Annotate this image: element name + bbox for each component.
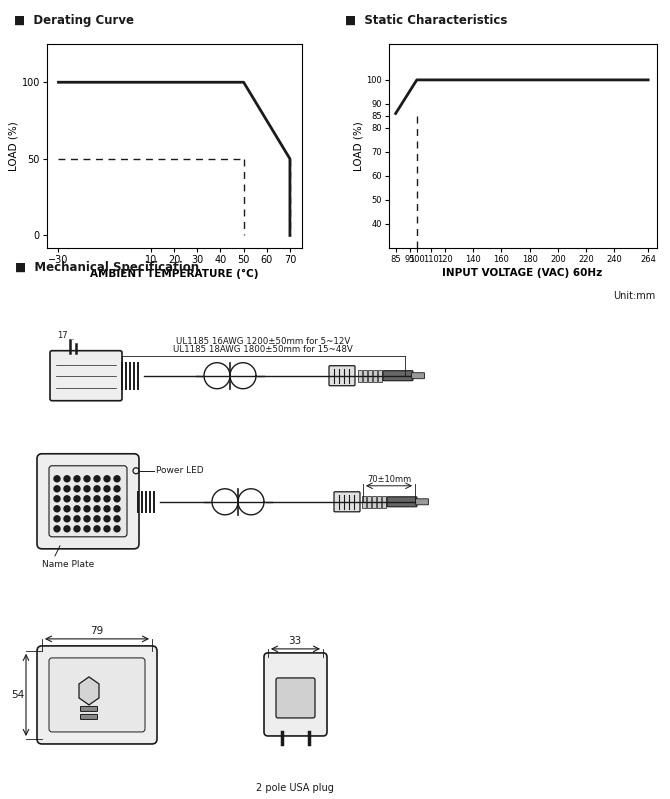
FancyBboxPatch shape — [415, 499, 429, 505]
FancyBboxPatch shape — [264, 653, 327, 736]
Circle shape — [54, 516, 60, 522]
Circle shape — [74, 486, 80, 492]
Text: Power LED: Power LED — [156, 467, 204, 475]
Circle shape — [64, 475, 70, 482]
FancyBboxPatch shape — [49, 466, 127, 537]
Text: Unit:mm: Unit:mm — [613, 291, 655, 300]
Circle shape — [104, 475, 110, 482]
FancyBboxPatch shape — [37, 454, 139, 549]
FancyBboxPatch shape — [372, 496, 376, 508]
FancyBboxPatch shape — [50, 351, 122, 401]
Circle shape — [114, 516, 120, 522]
Circle shape — [84, 516, 90, 522]
FancyBboxPatch shape — [373, 370, 377, 382]
Text: UL1185 16AWG 1200±50mm for 5~12V: UL1185 16AWG 1200±50mm for 5~12V — [176, 336, 350, 346]
FancyBboxPatch shape — [329, 366, 355, 386]
Circle shape — [114, 475, 120, 482]
Text: 70±10mm: 70±10mm — [367, 475, 411, 483]
Circle shape — [64, 496, 70, 502]
Circle shape — [74, 516, 80, 522]
Circle shape — [54, 496, 60, 502]
Circle shape — [94, 496, 100, 502]
Text: 17: 17 — [57, 331, 67, 340]
FancyBboxPatch shape — [80, 706, 98, 711]
X-axis label: INPUT VOLTAGE (VAC) 60Hz: INPUT VOLTAGE (VAC) 60Hz — [442, 268, 603, 278]
Circle shape — [84, 486, 90, 492]
Circle shape — [74, 496, 80, 502]
Circle shape — [94, 516, 100, 522]
Circle shape — [64, 516, 70, 522]
FancyBboxPatch shape — [362, 496, 366, 508]
FancyBboxPatch shape — [382, 496, 386, 508]
Y-axis label: LOAD (%): LOAD (%) — [9, 121, 19, 171]
Text: UL1185 18AWG 1800±50mm for 15~48V: UL1185 18AWG 1800±50mm for 15~48V — [173, 344, 353, 354]
Y-axis label: LOAD (%): LOAD (%) — [353, 121, 363, 171]
Circle shape — [64, 526, 70, 532]
Circle shape — [104, 506, 110, 512]
FancyBboxPatch shape — [358, 370, 362, 382]
Circle shape — [114, 496, 120, 502]
FancyBboxPatch shape — [367, 496, 371, 508]
Circle shape — [84, 506, 90, 512]
FancyBboxPatch shape — [49, 658, 145, 732]
FancyBboxPatch shape — [377, 496, 381, 508]
Circle shape — [74, 506, 80, 512]
Circle shape — [104, 486, 110, 492]
Text: 2 pole USA plug: 2 pole USA plug — [256, 783, 334, 793]
Circle shape — [74, 526, 80, 532]
Circle shape — [64, 506, 70, 512]
Circle shape — [54, 506, 60, 512]
Circle shape — [104, 526, 110, 532]
Circle shape — [114, 506, 120, 512]
Circle shape — [54, 486, 60, 492]
FancyBboxPatch shape — [363, 370, 367, 382]
FancyBboxPatch shape — [387, 497, 417, 507]
FancyBboxPatch shape — [378, 370, 382, 382]
FancyBboxPatch shape — [37, 646, 157, 744]
Circle shape — [64, 486, 70, 492]
Circle shape — [94, 475, 100, 482]
FancyBboxPatch shape — [368, 370, 372, 382]
Polygon shape — [79, 677, 99, 705]
Text: ■  Mechanical Specification: ■ Mechanical Specification — [15, 261, 199, 274]
Circle shape — [114, 486, 120, 492]
FancyBboxPatch shape — [276, 678, 315, 718]
Circle shape — [94, 526, 100, 532]
FancyBboxPatch shape — [334, 492, 360, 512]
Circle shape — [54, 475, 60, 482]
Circle shape — [104, 516, 110, 522]
Text: Name Plate: Name Plate — [42, 560, 94, 569]
Circle shape — [74, 475, 80, 482]
Circle shape — [84, 496, 90, 502]
FancyBboxPatch shape — [383, 371, 413, 380]
Text: 54: 54 — [11, 690, 25, 700]
Text: ■  Static Characteristics: ■ Static Characteristics — [344, 14, 507, 27]
Text: 33: 33 — [288, 636, 302, 646]
Circle shape — [84, 526, 90, 532]
Circle shape — [94, 486, 100, 492]
Text: ■  Derating Curve: ■ Derating Curve — [14, 14, 135, 27]
Circle shape — [94, 506, 100, 512]
Circle shape — [104, 496, 110, 502]
Circle shape — [114, 526, 120, 532]
X-axis label: AMBIENT TEMPERATURE (°C): AMBIENT TEMPERATURE (°C) — [90, 268, 259, 279]
FancyBboxPatch shape — [80, 714, 98, 719]
FancyBboxPatch shape — [411, 372, 425, 379]
Circle shape — [84, 475, 90, 482]
Circle shape — [54, 526, 60, 532]
Text: 79: 79 — [90, 626, 104, 636]
